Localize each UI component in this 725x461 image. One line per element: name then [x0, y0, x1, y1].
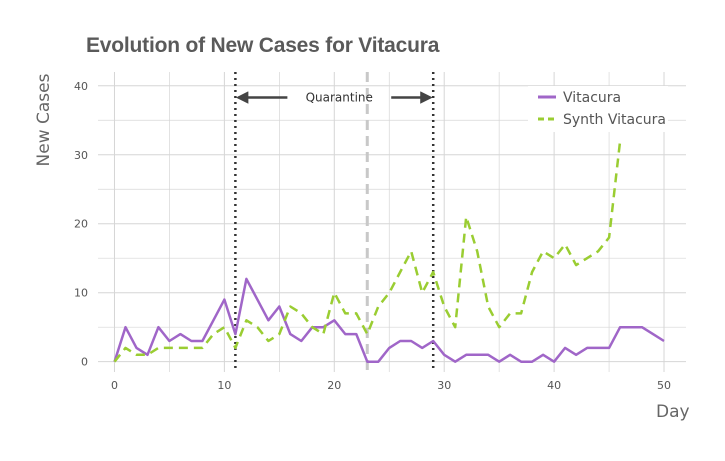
x-tick-label: 40 [547, 379, 561, 392]
x-axis-label: Day [656, 402, 690, 422]
quarantine-label: Quarantine [306, 91, 373, 105]
quarantine-lines [234, 72, 435, 372]
x-tick-label: 10 [217, 379, 231, 392]
x-tick-label: 50 [657, 379, 671, 392]
x-tick-label: 0 [111, 379, 118, 392]
chart-title: Evolution of New Cases for Vitacura [86, 34, 440, 57]
actual-series-line [113, 277, 665, 363]
legend: Vitacura Synth Vitacura [528, 86, 668, 132]
x-tick-label: 20 [327, 379, 341, 392]
series-lines [113, 140, 665, 363]
quarantine-annotation: Quarantine [235, 91, 433, 105]
y-tick-label: 20 [74, 218, 88, 231]
axis-ticks: 0 10 20 30 40 50 0 10 20 30 40 [74, 80, 671, 392]
y-tick-label: 0 [81, 356, 88, 369]
y-tick-label: 40 [74, 80, 88, 93]
synth-series-line [113, 140, 622, 363]
legend-background [528, 86, 668, 132]
legend-label: Vitacura [563, 90, 621, 106]
y-tick-label: 30 [74, 149, 88, 162]
y-tick-label: 10 [74, 287, 88, 300]
x-tick-label: 30 [437, 379, 451, 392]
legend-label: Synth Vitacura [563, 112, 666, 128]
